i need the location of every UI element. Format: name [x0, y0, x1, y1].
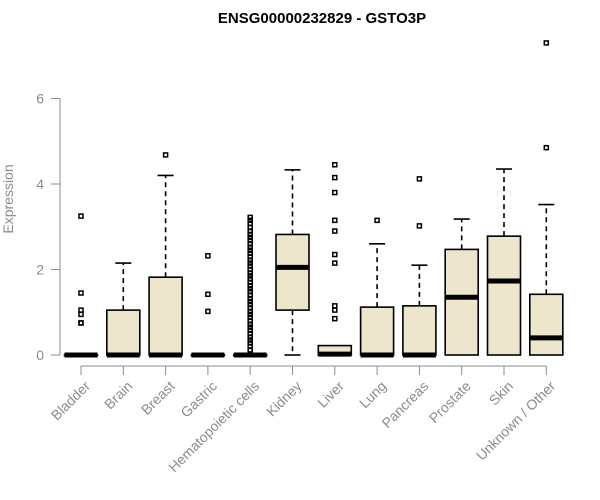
chart-title: ENSG00000232829 - GSTO3P — [218, 10, 426, 27]
outlier-point — [332, 303, 338, 309]
outlier-point — [205, 308, 211, 315]
outlier-point — [247, 217, 253, 224]
box-group — [528, 40, 564, 356]
outlier-point — [332, 162, 338, 168]
x-tick-label: Lung — [356, 378, 389, 411]
outlier-point — [543, 40, 550, 46]
outlier-point — [374, 217, 380, 224]
outlier-point — [247, 282, 253, 289]
outlier-point — [247, 257, 253, 263]
box-group — [402, 176, 437, 358]
box-group — [359, 217, 395, 358]
outlier-point — [247, 308, 253, 315]
outlier-point — [332, 260, 338, 266]
outlier-point — [247, 324, 253, 330]
outlier-point — [247, 214, 253, 221]
box-group — [232, 214, 268, 358]
outlier-point — [247, 231, 253, 238]
outlier-point — [247, 273, 253, 279]
outlier-point — [543, 144, 550, 151]
x-tick-label: Pancreas — [378, 378, 431, 431]
box-group — [148, 152, 183, 358]
box — [444, 248, 480, 356]
x-tick-label: Prostate — [426, 378, 474, 426]
outlier-point — [205, 291, 211, 298]
y-tick-label: 6 — [36, 91, 44, 107]
x-tick-label: Skin — [486, 378, 517, 409]
outlier-point — [247, 347, 253, 353]
x-tick-label: Bladder — [48, 378, 94, 424]
outlier-point — [78, 307, 84, 313]
box — [402, 305, 437, 356]
x-tick-label: Liver — [314, 378, 347, 411]
box-group — [106, 262, 141, 358]
box-group — [63, 213, 99, 358]
outlier-point — [247, 321, 253, 327]
outlier-point — [78, 311, 84, 318]
outlier-point — [247, 247, 253, 254]
box — [486, 235, 522, 356]
y-tick-label: 2 — [36, 262, 44, 278]
outlier-point — [416, 223, 423, 229]
outlier-point — [78, 213, 84, 219]
x-tick-label: Kidney — [263, 378, 305, 420]
x-tick-label: Brain — [101, 378, 135, 412]
box — [148, 276, 183, 356]
outlier-point — [78, 320, 84, 326]
outlier-point — [78, 290, 84, 296]
outlier-point — [416, 176, 423, 182]
x-tick-label: Unknown / Other — [473, 378, 559, 464]
outlier-point — [247, 298, 253, 305]
box — [359, 306, 395, 356]
y-axis-label: Expression — [0, 164, 16, 233]
plot-area — [63, 40, 564, 358]
box-group — [486, 168, 522, 356]
box-group — [444, 218, 480, 356]
box — [106, 309, 141, 356]
outlier-point — [332, 307, 338, 313]
outlier-point — [247, 234, 253, 241]
outlier-point — [247, 295, 253, 302]
box-group — [190, 253, 226, 358]
outlier-point — [205, 253, 211, 259]
outlier-point — [332, 189, 338, 196]
box — [275, 233, 310, 311]
box-group — [317, 162, 353, 357]
y-axis: 0 2 4 6 — [36, 91, 61, 363]
outlier-point — [247, 270, 253, 276]
outlier-point — [332, 315, 338, 322]
box-group — [275, 169, 310, 356]
outlier-point — [332, 217, 338, 224]
outlier-point — [247, 244, 253, 251]
x-tick-label: Breast — [138, 378, 178, 418]
outlier-point — [247, 285, 253, 292]
outlier-point — [247, 260, 253, 266]
outlier-point — [332, 251, 338, 258]
y-tick-label: 4 — [36, 176, 44, 192]
outlier-point — [247, 311, 253, 318]
outlier-point — [332, 174, 338, 181]
outlier-point — [162, 152, 169, 158]
y-tick-label: 0 — [36, 347, 44, 363]
outlier-point — [247, 337, 253, 343]
box — [528, 293, 564, 356]
outlier-point — [247, 220, 253, 227]
outlier-point — [247, 334, 253, 340]
outlier-point — [332, 228, 338, 234]
